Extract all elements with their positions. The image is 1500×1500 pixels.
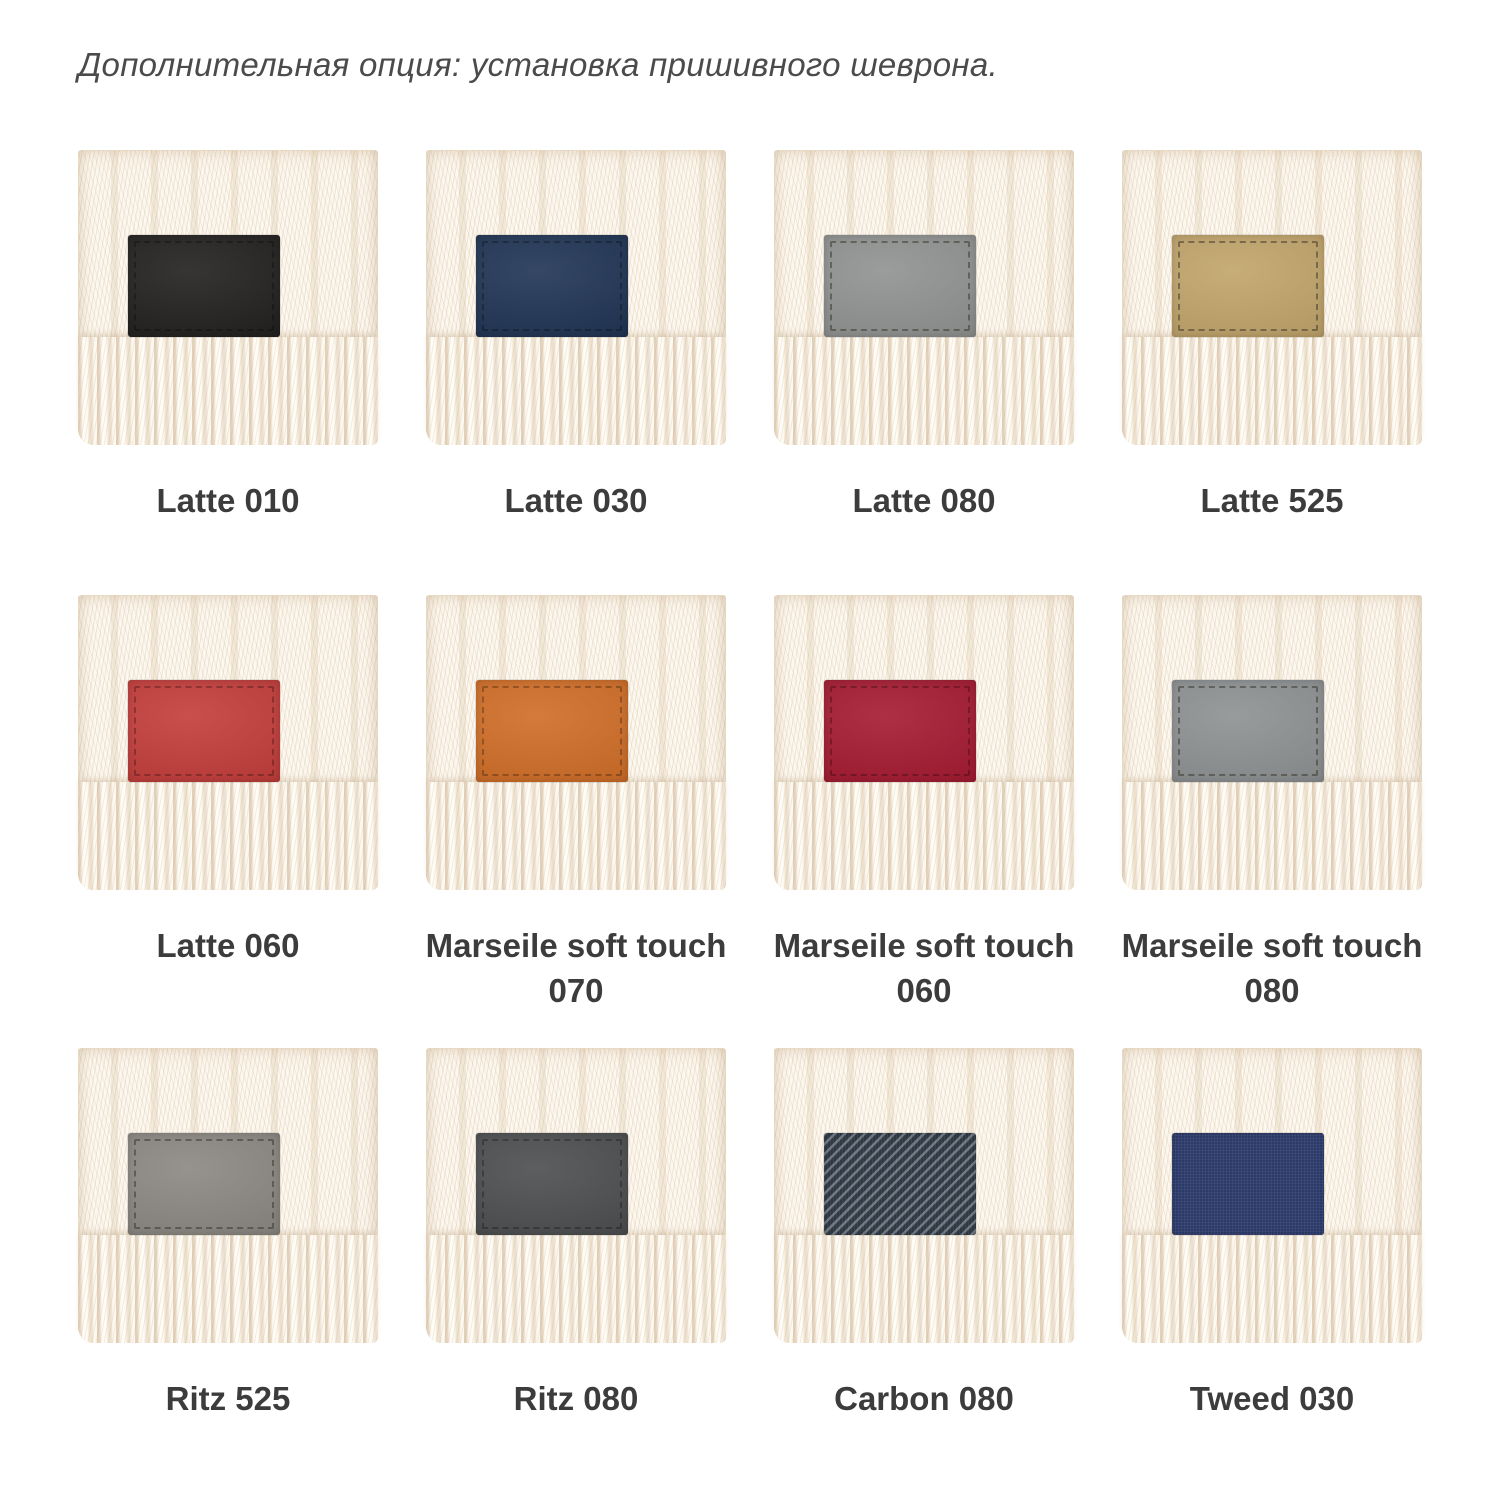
knit-rib-hem — [774, 782, 1074, 890]
swatch-cell: Marseile soft touch 080 — [1122, 595, 1422, 1048]
stitch-border — [134, 241, 274, 331]
knit-rib-hem — [774, 337, 1074, 445]
swatch-cell: Carbon 080 — [774, 1048, 1074, 1421]
knit-rib-hem — [774, 1235, 1074, 1343]
swatch-label: Tweed 030 — [1189, 1380, 1355, 1417]
stitch-border — [830, 241, 970, 331]
blanket-knit-photo — [1122, 1048, 1422, 1343]
stitch-border — [134, 1139, 274, 1229]
blanket-knit-photo — [426, 150, 726, 445]
stitch-border — [482, 686, 622, 776]
swatch-label: Ritz 080 — [513, 1380, 639, 1417]
swatch-cell: Marseile soft touch 060 — [774, 595, 1074, 1048]
knit-rib-hem — [426, 1235, 726, 1343]
stitch-border — [134, 686, 274, 776]
chevron-patch — [1172, 680, 1324, 782]
knit-rib-hem — [1122, 1235, 1422, 1343]
blanket-knit-photo — [78, 1048, 378, 1343]
swatch-cell: Latte 525 — [1122, 150, 1422, 595]
swatch-label: Marseile soft touch 070 — [425, 927, 727, 1009]
blanket-knit-photo — [426, 1048, 726, 1343]
chevron-patch — [476, 680, 628, 782]
swatch-cell: Latte 030 — [426, 150, 726, 595]
swatch-cell: Latte 080 — [774, 150, 1074, 595]
blanket-knit-photo — [78, 150, 378, 445]
stitch-border — [482, 1139, 622, 1229]
knit-rib-hem — [426, 782, 726, 890]
swatch-cell: Ritz 080 — [426, 1048, 726, 1421]
stitch-border — [1178, 686, 1318, 776]
swatch-grid: Latte 010 Latte 030 Latte 080 Latte 525 — [0, 150, 1500, 1421]
swatch-cell: Tweed 030 — [1122, 1048, 1422, 1421]
swatch-cell: Latte 010 — [78, 150, 378, 595]
swatch-label: Latte 010 — [156, 482, 300, 519]
knit-rib-hem — [1122, 782, 1422, 890]
swatch-label: Latte 030 — [504, 482, 648, 519]
knit-rib-hem — [78, 782, 378, 890]
swatch-label: Ritz 525 — [165, 1380, 291, 1417]
chevron-patch — [824, 235, 976, 337]
swatch-label: Marseile soft touch 060 — [773, 927, 1075, 1009]
blanket-knit-photo — [774, 1048, 1074, 1343]
knit-rib-hem — [426, 337, 726, 445]
page-title: Дополнительная опция: установка пришивно… — [78, 46, 998, 83]
stitch-border — [1178, 241, 1318, 331]
blanket-knit-photo — [774, 150, 1074, 445]
chevron-patch — [824, 1133, 976, 1235]
swatch-label: Latte 060 — [156, 927, 300, 964]
chevron-patch — [128, 1133, 280, 1235]
chevron-patch — [128, 235, 280, 337]
blanket-knit-photo — [426, 595, 726, 890]
swatch-cell: Marseile soft touch 070 — [426, 595, 726, 1048]
knit-rib-hem — [78, 1235, 378, 1343]
swatch-label: Marseile soft touch 080 — [1121, 927, 1423, 1009]
knit-rib-hem — [78, 337, 378, 445]
stitch-border — [482, 241, 622, 331]
chevron-patch — [476, 1133, 628, 1235]
chevron-patch — [128, 680, 280, 782]
chevron-patch — [1172, 235, 1324, 337]
knit-rib-hem — [1122, 337, 1422, 445]
stitch-border — [830, 686, 970, 776]
swatch-label: Latte 080 — [852, 482, 996, 519]
blanket-knit-photo — [1122, 595, 1422, 890]
blanket-knit-photo — [1122, 150, 1422, 445]
chevron-patch — [1172, 1133, 1324, 1235]
swatch-label: Latte 525 — [1200, 482, 1344, 519]
blanket-knit-photo — [78, 595, 378, 890]
swatch-cell: Ritz 525 — [78, 1048, 378, 1421]
swatch-label: Carbon 080 — [834, 1380, 1014, 1417]
chevron-patch — [476, 235, 628, 337]
chevron-patch — [824, 680, 976, 782]
swatch-cell: Latte 060 — [78, 595, 378, 1048]
blanket-knit-photo — [774, 595, 1074, 890]
